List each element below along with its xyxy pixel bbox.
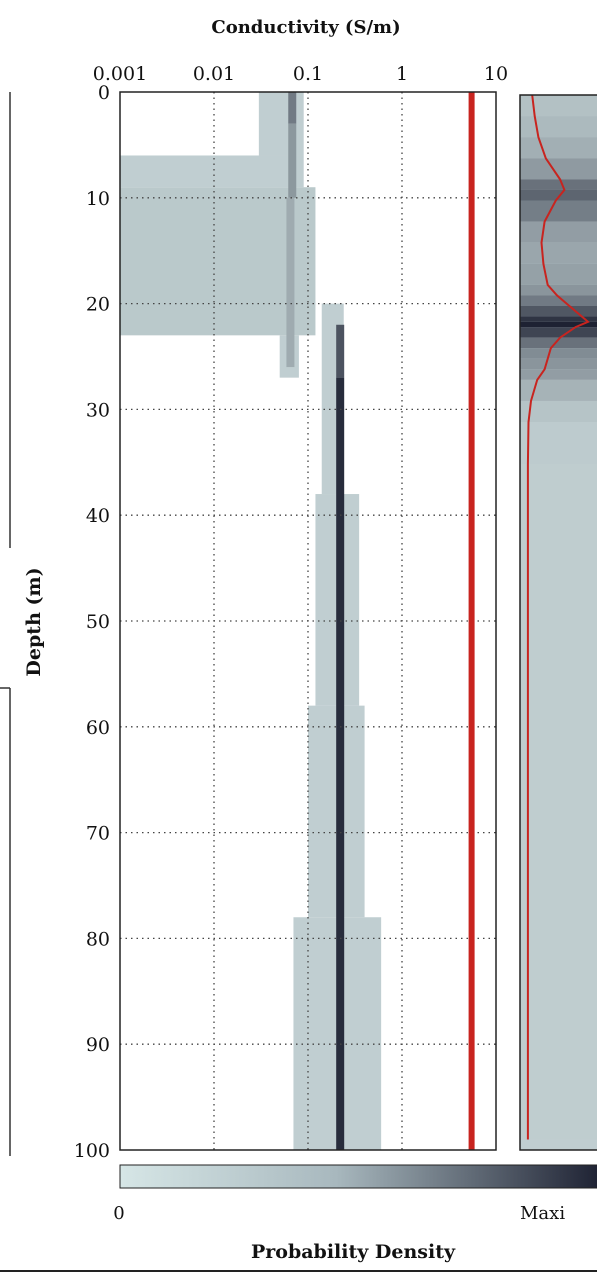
colorbar-gradient bbox=[119, 1164, 597, 1189]
side-band bbox=[520, 369, 597, 380]
side-band bbox=[520, 158, 597, 180]
y-tick-label: 30 bbox=[86, 399, 110, 421]
side-band bbox=[520, 939, 597, 1045]
y-tick-label: 40 bbox=[86, 505, 110, 527]
x-tick-label: 0.1 bbox=[293, 63, 323, 85]
x-tick-labels: 0.001 0.01 0.1 1 10 bbox=[93, 63, 508, 85]
y-tick-label: 10 bbox=[86, 188, 110, 210]
x-tick-label: 10 bbox=[484, 63, 508, 85]
true-value-line bbox=[468, 92, 475, 1150]
pdf-peak bbox=[336, 324, 345, 378]
side-band bbox=[520, 95, 597, 117]
main-plot-frame bbox=[119, 91, 497, 1151]
y-tick-label: 80 bbox=[86, 928, 110, 950]
pdf-band bbox=[120, 155, 304, 188]
side-band bbox=[520, 321, 597, 328]
y-tick-label: 0 bbox=[98, 82, 110, 104]
y-tick-label: 20 bbox=[86, 294, 110, 316]
side-band bbox=[520, 284, 597, 296]
left-panel-fragment bbox=[0, 92, 11, 1156]
side-band bbox=[520, 179, 597, 190]
side-band bbox=[520, 263, 597, 285]
side-band bbox=[520, 337, 597, 349]
side-band bbox=[520, 327, 597, 338]
y-tick-label: 100 bbox=[74, 1140, 110, 1162]
colorbar-min-label: 0 bbox=[113, 1203, 124, 1224]
side-band bbox=[520, 358, 597, 370]
side-band bbox=[520, 348, 597, 359]
side-band bbox=[520, 189, 597, 201]
colorbar: 0 Maxi Probability Density bbox=[113, 1164, 597, 1263]
pdf-peak bbox=[336, 377, 345, 1150]
main-plot bbox=[119, 91, 497, 1151]
side-band bbox=[520, 316, 597, 322]
y-tick-label: 70 bbox=[86, 823, 110, 845]
side-band bbox=[520, 464, 597, 517]
y-tick-label: 60 bbox=[86, 717, 110, 739]
x-tick-label: 0.01 bbox=[193, 63, 235, 85]
y-tick-labels: 0 10 20 30 40 50 60 70 80 90 100 bbox=[74, 82, 110, 1162]
x-tick-label: 1 bbox=[396, 63, 408, 85]
side-panel-profile-line bbox=[526, 94, 590, 1140]
colorbar-max-label: Maxi bbox=[520, 1203, 565, 1224]
side-band bbox=[520, 833, 597, 939]
pdf-band bbox=[258, 92, 304, 156]
colorbar-title: Probability Density bbox=[251, 1241, 456, 1263]
side-band bbox=[520, 422, 597, 465]
y-tick-label: 50 bbox=[86, 611, 110, 633]
side-panel-frame bbox=[519, 94, 597, 1151]
side-band bbox=[520, 242, 597, 264]
y-tick-label: 90 bbox=[86, 1034, 110, 1056]
side-band bbox=[520, 137, 597, 159]
side-band bbox=[520, 306, 597, 317]
side-band bbox=[520, 221, 597, 243]
pdf-peak bbox=[286, 197, 295, 368]
x-tick-label: 0.001 bbox=[93, 63, 147, 85]
side-panel-bands bbox=[520, 95, 597, 1150]
true-value-bar bbox=[468, 92, 475, 1150]
side-band bbox=[520, 295, 597, 306]
side-band bbox=[520, 116, 597, 138]
pdf-peak bbox=[288, 92, 297, 124]
grid-lines bbox=[120, 92, 496, 1150]
side-band bbox=[520, 379, 597, 401]
side-panel bbox=[519, 94, 597, 1151]
y-axis-title: Depth (m) bbox=[23, 567, 45, 676]
side-band bbox=[520, 622, 597, 728]
side-band bbox=[520, 400, 597, 423]
side-band bbox=[520, 517, 597, 623]
side-band bbox=[520, 200, 597, 222]
side-band bbox=[520, 728, 597, 834]
pdf-band bbox=[120, 187, 316, 336]
pdf-peak bbox=[288, 123, 297, 198]
x-axis-title: Conductivity (S/m) bbox=[211, 17, 400, 38]
side-band bbox=[520, 1044, 597, 1140]
